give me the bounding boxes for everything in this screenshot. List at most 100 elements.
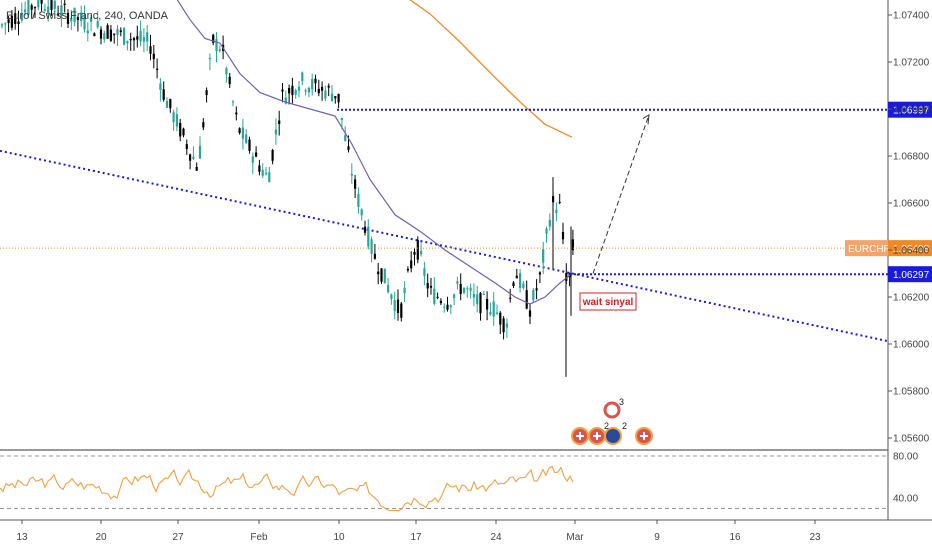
rsi-tick-label: 80.00 [893, 452, 918, 463]
candle-body [212, 34, 215, 43]
candle-body [288, 88, 291, 94]
candle-body [314, 78, 317, 84]
price-tick-label: 1.07000 [893, 105, 930, 116]
candle-body [354, 179, 357, 189]
candle-body [43, 8, 46, 11]
candle-body [284, 97, 287, 104]
candle-body [0, 24, 4, 26]
candle-body [301, 72, 304, 82]
candle-body [304, 90, 307, 92]
candle-body [548, 220, 551, 227]
earnings-badge[interactable] [603, 401, 621, 419]
candle-body [396, 299, 400, 313]
candle-body [179, 122, 182, 137]
candle-body [195, 166, 198, 171]
candle-body [27, 0, 30, 16]
candle-body [387, 285, 390, 293]
candle-body [142, 37, 145, 42]
price-tick-label: 1.07400 [893, 11, 930, 22]
candle-body [274, 129, 277, 135]
candle-body [347, 146, 350, 150]
candle-body [268, 172, 271, 183]
wait-signal-label: wait sinyal [582, 297, 634, 308]
candle-body [159, 83, 162, 90]
candle-body [571, 239, 574, 251]
candle-body [76, 16, 79, 20]
candle-body [208, 57, 211, 60]
candle-body [367, 226, 370, 247]
candle-body [10, 15, 13, 28]
candle-body [462, 287, 466, 293]
candle-body [482, 293, 485, 295]
candle-body [472, 294, 475, 298]
candle-body [116, 29, 119, 36]
event-badge[interactable] [604, 427, 622, 445]
level-price-label: 1.06997 [893, 106, 930, 117]
candle-body [63, 3, 66, 6]
candle-body [66, 12, 70, 24]
candle-body [489, 311, 492, 315]
time-tick-label: 16 [729, 532, 741, 543]
candle-body [202, 122, 205, 128]
candle-body [321, 86, 324, 91]
candle-body [93, 33, 96, 37]
level-price-tag [888, 101, 932, 118]
candle-body [189, 154, 192, 161]
candle-body [561, 232, 565, 240]
event-badge-count: 2 [622, 421, 627, 431]
price-tick-label: 1.07200 [893, 58, 930, 69]
candle-body [423, 268, 426, 276]
candle-body [538, 272, 541, 275]
candle-body [297, 86, 301, 91]
candle-body [334, 96, 337, 99]
candle-body [380, 268, 383, 282]
candle-body [522, 283, 525, 288]
candle-body [169, 99, 172, 109]
candle-body [50, 0, 53, 10]
candle-body [40, 0, 43, 4]
price-tick-label: 1.05600 [893, 434, 930, 445]
candle-body [495, 312, 499, 314]
price-axis: 1.07400 1.07200 1.07000 1.06800 1.06600 1.064… [888, 11, 930, 445]
candle-body [330, 93, 334, 101]
candle-body [360, 209, 363, 216]
candle-body [47, 6, 50, 15]
candle-body [492, 301, 495, 317]
candle-body [205, 90, 208, 96]
candle-body [324, 90, 327, 99]
candle-body [245, 134, 248, 143]
candle-body [317, 88, 320, 94]
events-layer: 3 2 2 [571, 397, 653, 445]
wait-signal-box[interactable] [579, 292, 637, 311]
price-line-layer: EURCHF 1.06408 [0, 240, 932, 257]
candle-body [99, 29, 103, 39]
time-tick-label: 9 [654, 532, 660, 543]
candle-body [152, 53, 155, 60]
rsi-line [0, 465, 574, 512]
candle-body [416, 239, 419, 260]
symbol-tag [845, 240, 888, 257]
time-axis: 13 20 27 Feb 10 17 24 Mar 9 16 23 [16, 520, 821, 543]
candle-body [525, 290, 528, 309]
descending-trendline [0, 149, 889, 343]
candle-body [123, 28, 126, 45]
candle-body [248, 139, 251, 151]
price-tick-label: 1.06000 [893, 340, 930, 351]
candle-body [198, 146, 202, 159]
candle-body [420, 250, 423, 255]
candle-body [281, 89, 284, 92]
candle-body [90, 17, 93, 22]
candle-body [466, 288, 469, 290]
candle-body [311, 79, 314, 90]
candle-body [53, 0, 56, 10]
candle-body [172, 112, 175, 123]
candle-body [479, 293, 482, 314]
candle-body [393, 300, 396, 312]
candle-body [218, 49, 221, 51]
candle-body [294, 89, 297, 95]
candle-body [60, 5, 63, 16]
candle-body [502, 318, 505, 333]
